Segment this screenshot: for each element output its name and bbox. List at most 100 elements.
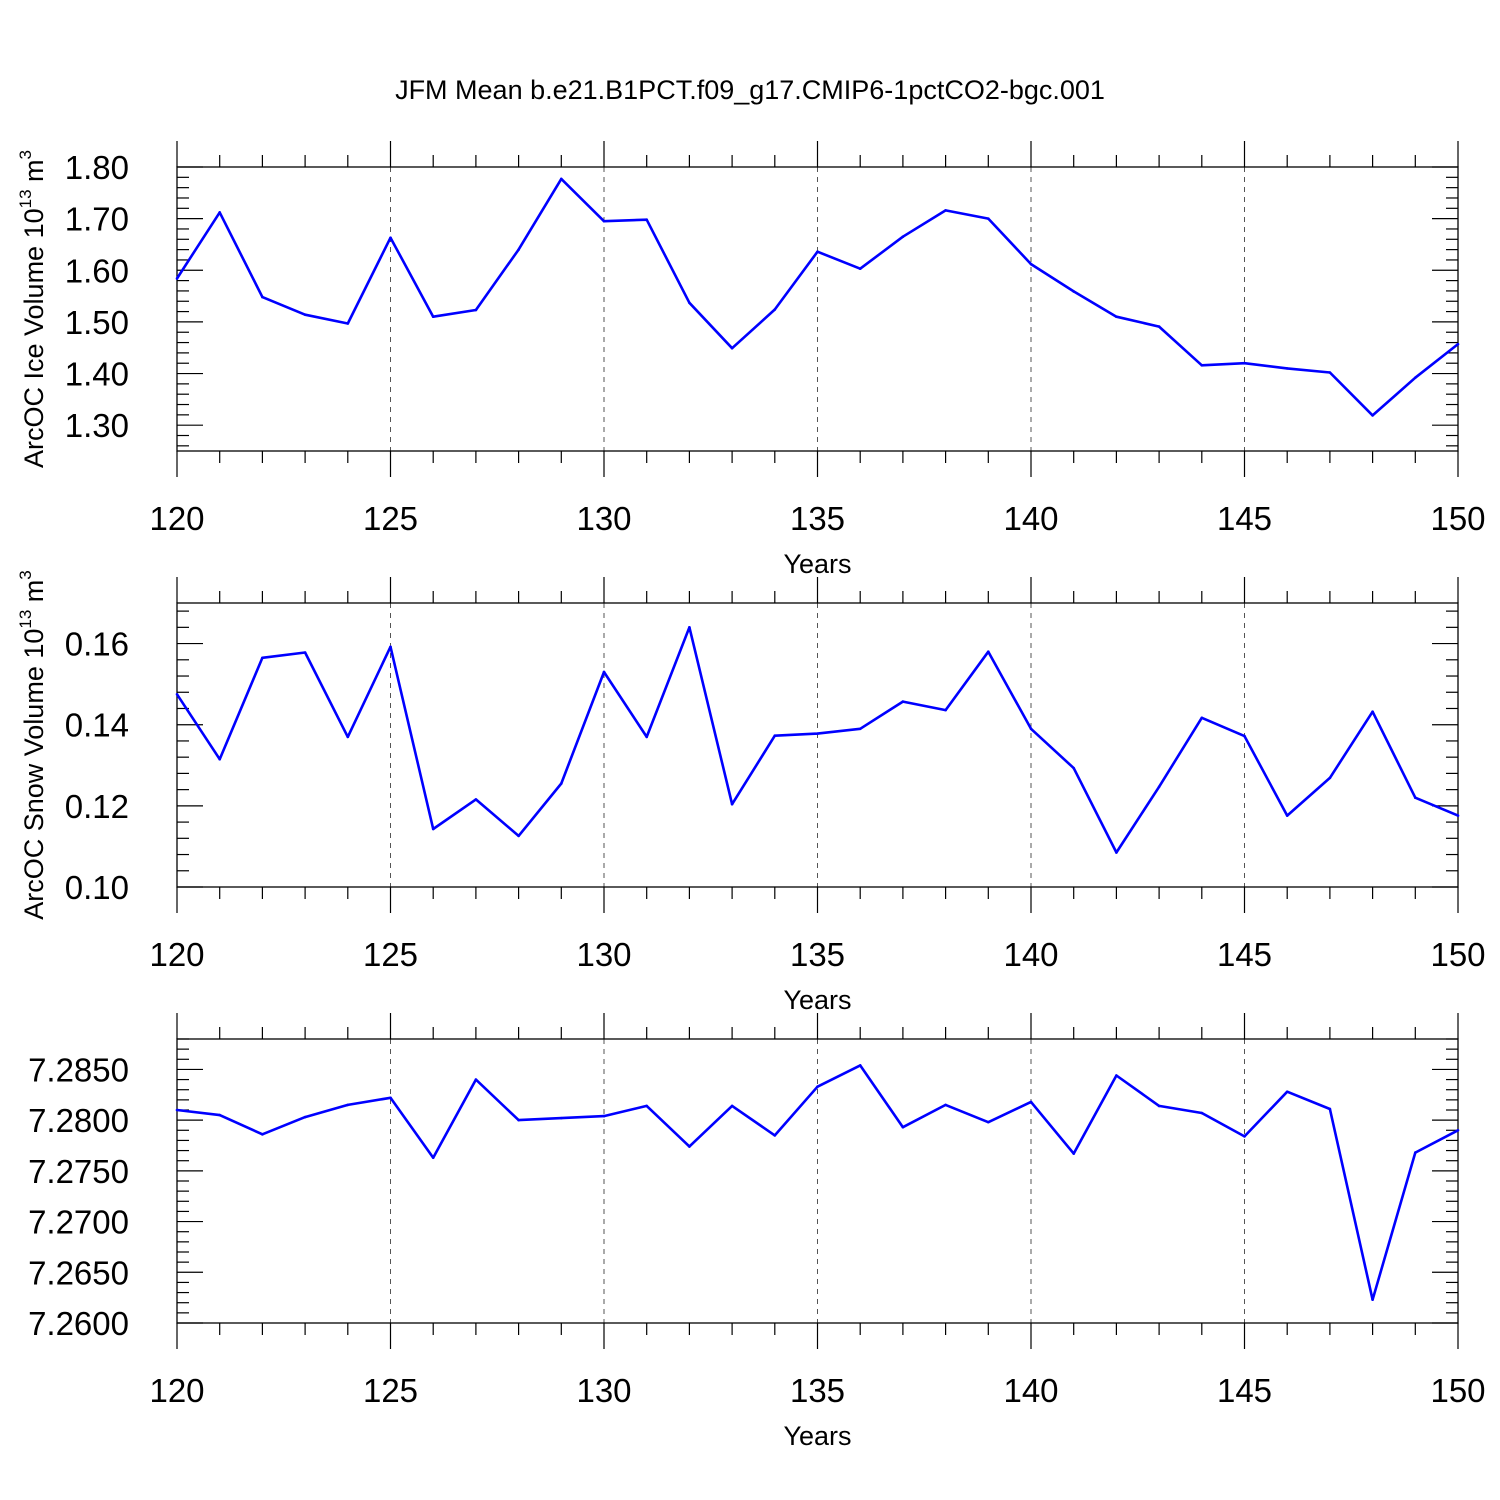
data-point xyxy=(431,827,435,831)
data-point xyxy=(1414,796,1417,800)
data-point xyxy=(944,1103,947,1107)
data-point xyxy=(1157,785,1161,789)
data-point xyxy=(645,218,648,221)
data-point xyxy=(389,236,392,240)
data-point xyxy=(1414,376,1417,379)
data-point xyxy=(1157,325,1161,328)
data-point xyxy=(1243,361,1246,365)
x-tick-label: 130 xyxy=(576,936,631,973)
data-point xyxy=(1200,716,1204,720)
y-axis-title: ArcOC Ice Volume 1013 m3 xyxy=(16,150,49,468)
data-point xyxy=(1200,1111,1204,1115)
data-point xyxy=(560,177,563,181)
panel-3: 120 125 130 135 140 145 150 7.2600 7.2650 7.2700 7… xyxy=(28,1013,1486,1451)
x-tick-label: 145 xyxy=(1217,500,1272,537)
data-point xyxy=(1456,1128,1460,1132)
data-point xyxy=(431,1156,435,1159)
data-point xyxy=(261,295,264,299)
data-point xyxy=(944,708,947,712)
y-tick-label: 1.30 xyxy=(65,407,129,444)
y-tick-label: 7.2650 xyxy=(28,1254,129,1291)
y-tick-label: 1.40 xyxy=(65,356,129,393)
data-point xyxy=(645,735,648,739)
data-point xyxy=(602,670,606,674)
x-tick-label: 125 xyxy=(363,936,418,973)
data-point xyxy=(1072,290,1075,293)
data-point xyxy=(1115,851,1118,854)
data-point xyxy=(218,757,221,761)
series-line xyxy=(175,625,1459,854)
data-point xyxy=(1200,363,1204,367)
data-point xyxy=(987,1120,990,1124)
x-tick-label: 135 xyxy=(790,1372,845,1409)
data-point xyxy=(261,656,264,660)
chart-title: JFM Mean b.e21.B1PCT.f09_g17.CMIP6-1pctC… xyxy=(395,75,1105,105)
data-point xyxy=(389,645,392,649)
data-point xyxy=(218,211,221,214)
data-point xyxy=(1243,734,1246,738)
data-point xyxy=(858,267,862,271)
y-tick-label: 7.2850 xyxy=(28,1051,129,1088)
x-tick-label: 120 xyxy=(149,500,204,537)
y-tick-label: 1.80 xyxy=(65,149,129,186)
data-point xyxy=(1072,766,1075,770)
data-point xyxy=(901,700,905,703)
data-point xyxy=(901,1125,905,1129)
data-point xyxy=(175,692,179,696)
data-point xyxy=(560,782,563,785)
data-point xyxy=(816,250,819,253)
y-tick-label: 7.2750 xyxy=(28,1153,129,1190)
y-tick-label: 0.16 xyxy=(65,626,129,663)
x-tick-label: 135 xyxy=(790,500,845,537)
y-tick-label: 7.2600 xyxy=(28,1305,129,1342)
data-point xyxy=(944,209,947,212)
x-tick-label: 130 xyxy=(576,500,631,537)
data-point xyxy=(1328,371,1332,374)
y-tick-label: 1.60 xyxy=(65,252,129,289)
data-point xyxy=(688,626,691,629)
y-tick-label: 7.2700 xyxy=(28,1204,129,1241)
data-point xyxy=(1371,710,1374,714)
data-point xyxy=(1115,315,1118,319)
data-point xyxy=(1456,814,1460,817)
data-point xyxy=(303,1115,307,1119)
x-tick-label: 150 xyxy=(1430,936,1485,973)
chart-panels: 120 125 130 135 140 145 150 1.30 1.40 1.50 1.60 1.7… xyxy=(16,141,1486,1451)
data-point xyxy=(645,1104,648,1108)
data-point xyxy=(858,1064,862,1067)
y-axis-title: ArcOC Snow Volume 1013 m3 xyxy=(16,570,49,920)
y-tick-label: 1.70 xyxy=(65,201,129,238)
x-axis-title: Years xyxy=(783,1421,851,1451)
data-point xyxy=(773,734,777,737)
data-point xyxy=(1029,1100,1033,1104)
x-tick-label: 140 xyxy=(1003,1372,1058,1409)
data-point xyxy=(1115,1074,1118,1077)
data-point xyxy=(175,1108,179,1112)
y-tick-label: 0.14 xyxy=(65,707,129,744)
data-point xyxy=(517,248,520,251)
data-point xyxy=(1456,342,1460,346)
data-point xyxy=(1157,1104,1161,1108)
data-point xyxy=(389,1096,392,1100)
data-point xyxy=(1285,1090,1289,1094)
data-point xyxy=(773,308,777,311)
x-tick-label: 150 xyxy=(1430,500,1485,537)
x-tick-label: 125 xyxy=(363,1372,418,1409)
data-point xyxy=(1328,776,1332,780)
data-point xyxy=(901,235,905,239)
data-point xyxy=(816,1085,819,1088)
data-point xyxy=(175,277,179,280)
data-point xyxy=(987,650,990,653)
data-point xyxy=(987,217,990,220)
data-point xyxy=(474,798,478,801)
data-point xyxy=(303,313,307,316)
x-tick-label: 140 xyxy=(1003,936,1058,973)
data-point xyxy=(431,315,435,319)
panel-1: 120 125 130 135 140 145 150 1.30 1.40 1.50 1.60 1.7… xyxy=(16,141,1486,579)
x-tick-label: 140 xyxy=(1003,500,1058,537)
data-point xyxy=(602,219,606,223)
x-tick-label: 125 xyxy=(363,500,418,537)
data-point xyxy=(560,1116,563,1120)
x-tick-label: 150 xyxy=(1430,1372,1485,1409)
